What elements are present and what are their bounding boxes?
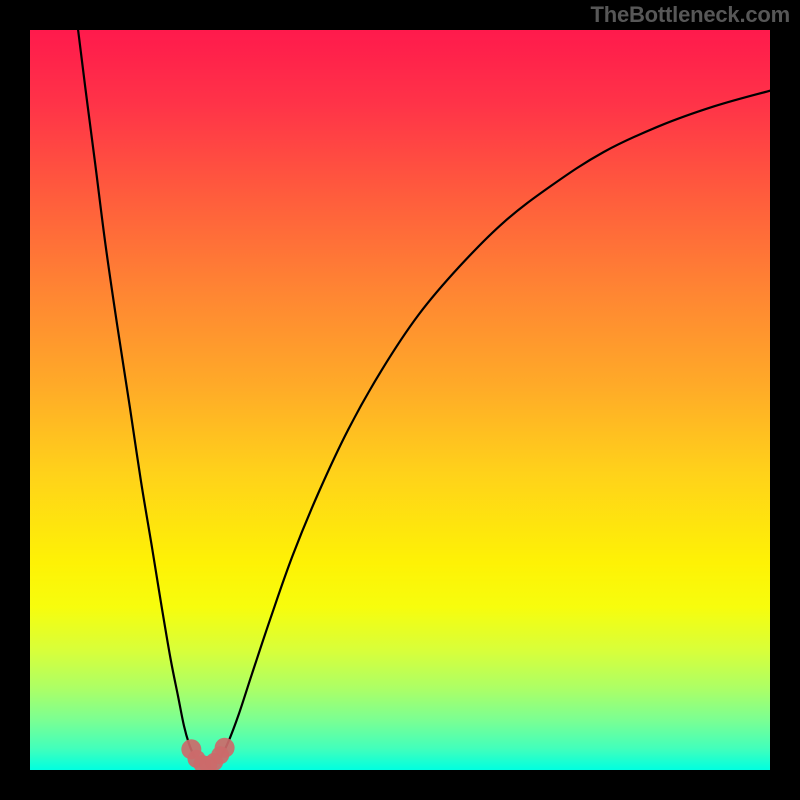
curve-right-branch — [221, 91, 770, 757]
chart-container: TheBottleneck.com — [0, 0, 800, 800]
curve-layer — [30, 30, 770, 770]
bottom-marker-dot — [215, 738, 235, 758]
plot-area — [30, 30, 770, 770]
bottom-marker-group — [181, 738, 234, 770]
watermark-text: TheBottleneck.com — [590, 2, 790, 28]
curve-left-branch — [78, 30, 194, 757]
